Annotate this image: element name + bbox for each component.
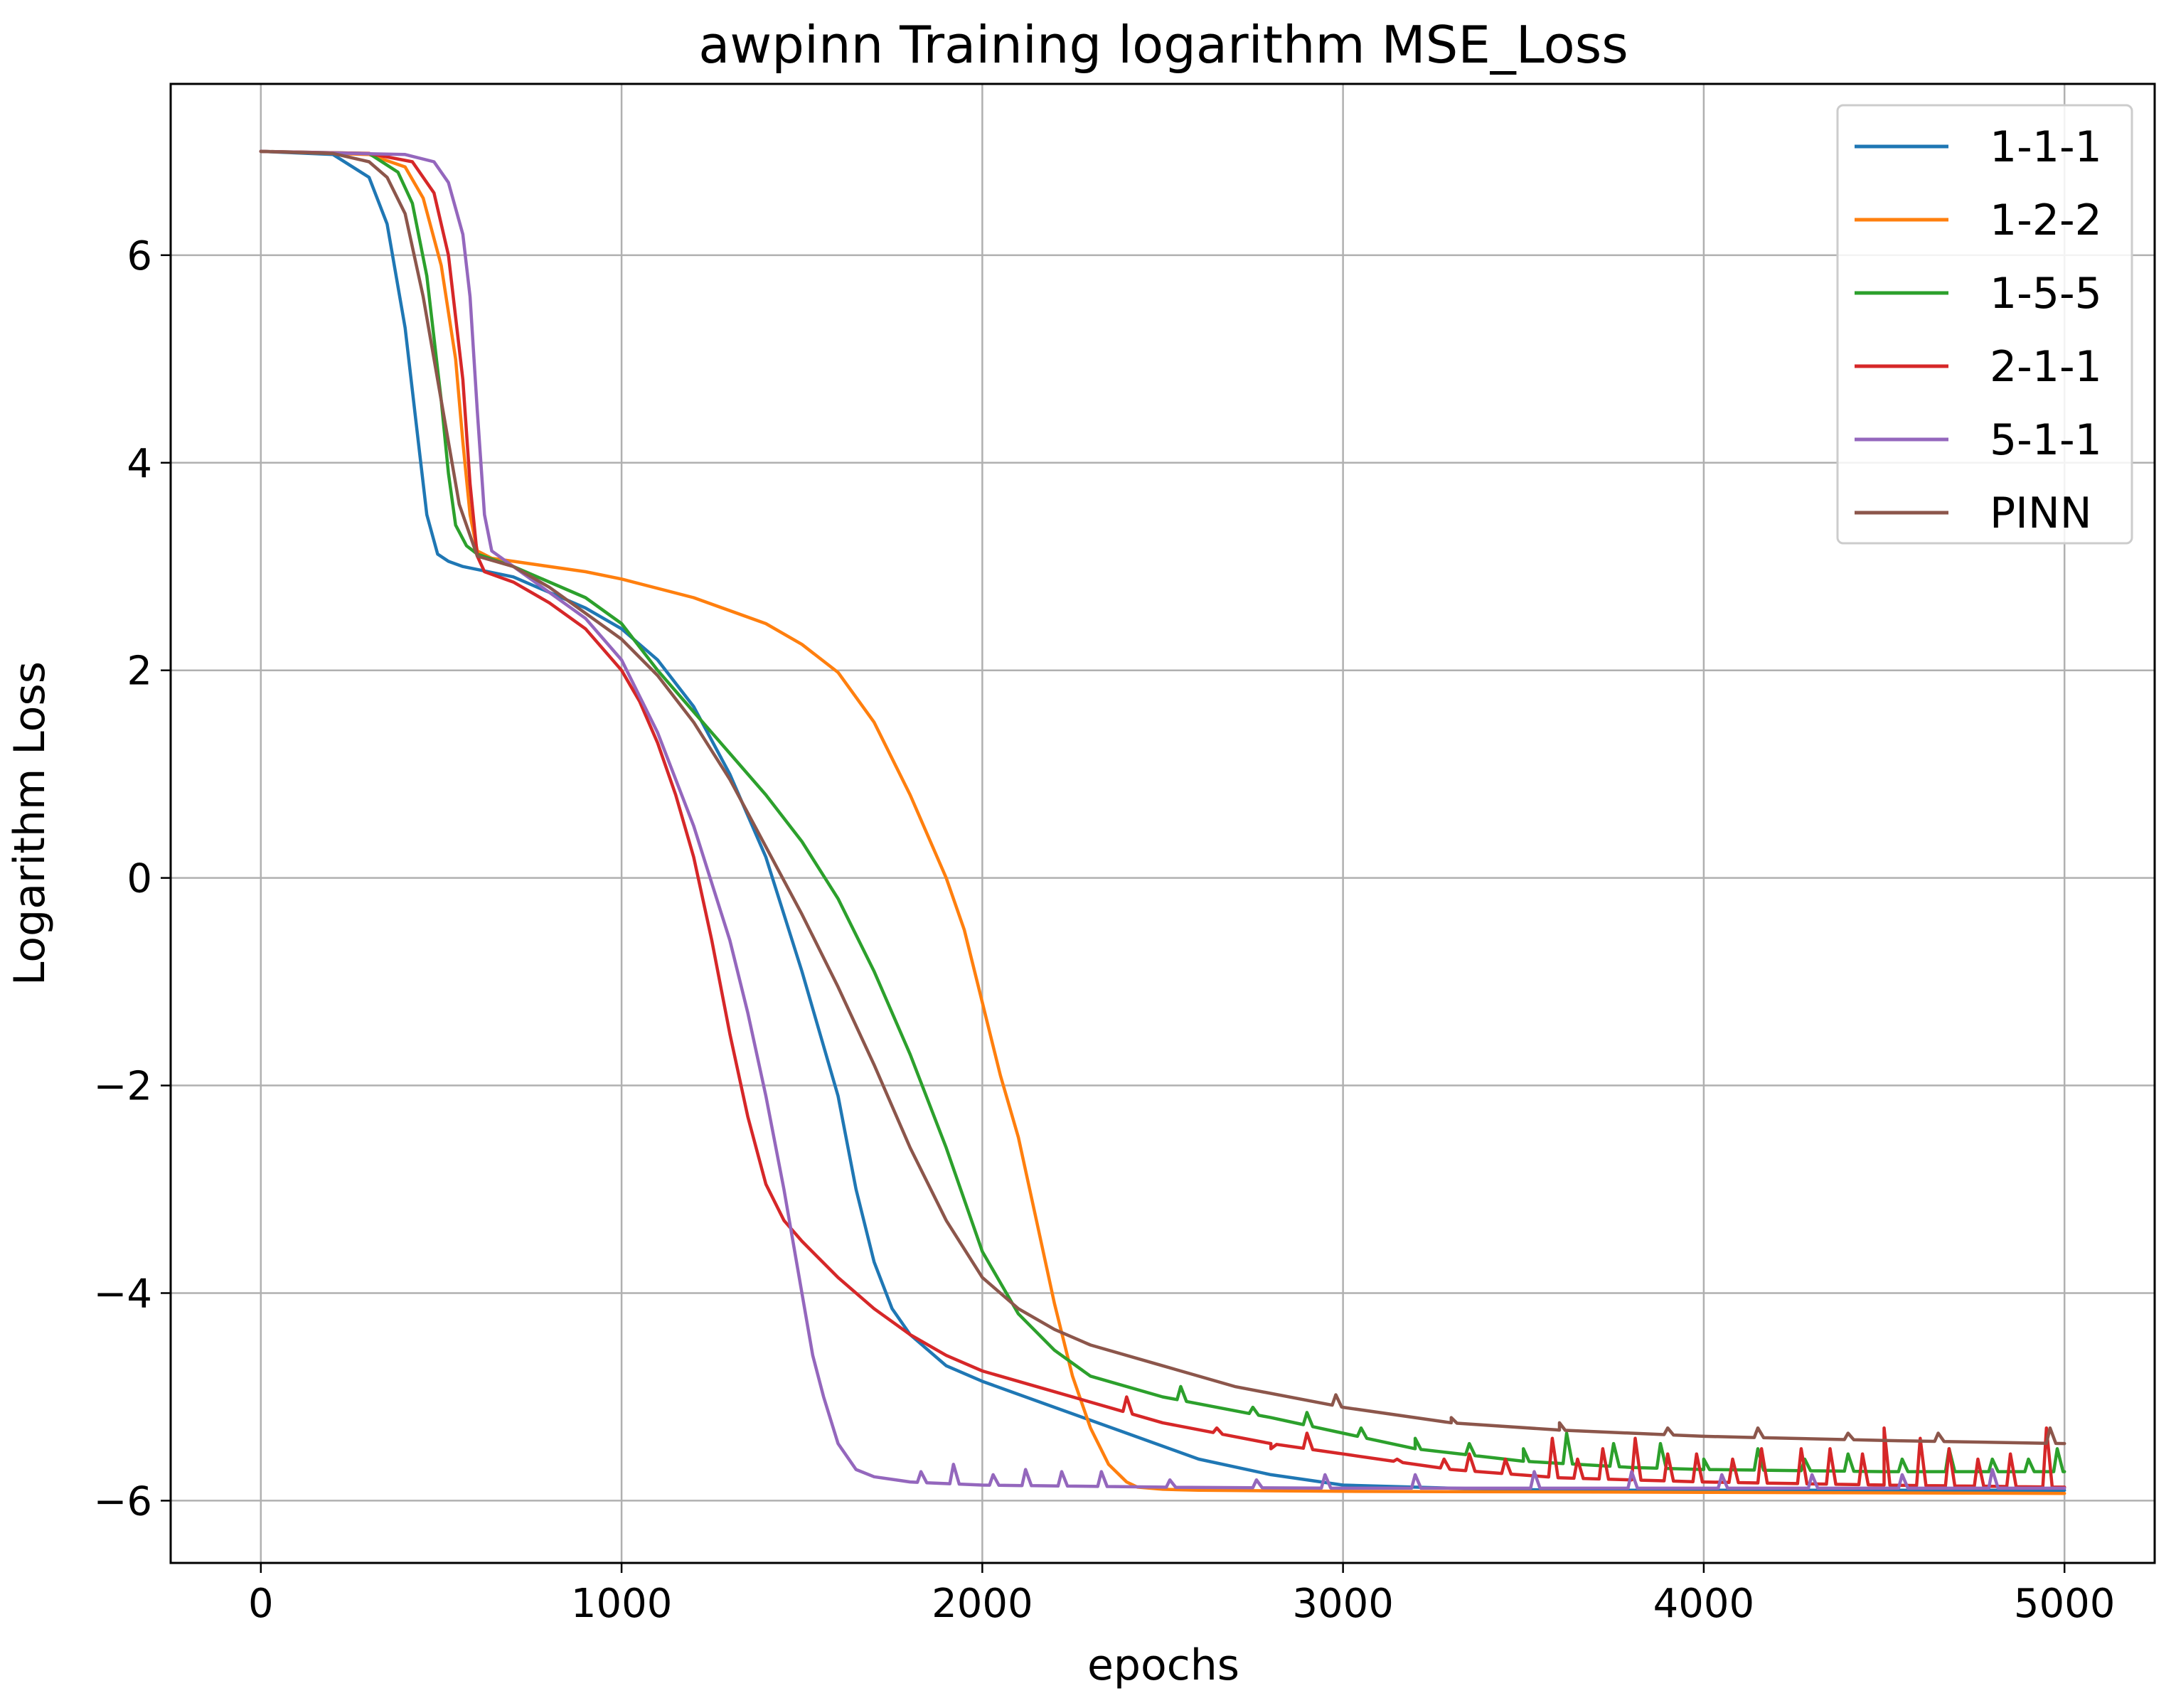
legend: 1-1-1 1-2-2 1-5-5 2-1-1 5-1-1 PINN <box>1836 104 2133 545</box>
y-tick-label: 2 <box>127 648 152 695</box>
grid-layer <box>171 84 2155 1563</box>
x-tick-label: 5000 <box>2014 1581 2116 1627</box>
x-tick-label: 2000 <box>932 1581 1033 1627</box>
y-tick-label: −2 <box>93 1064 152 1110</box>
legend-label-4: 5-1-1 <box>1990 415 2102 465</box>
legend-label-5: PINN <box>1990 489 2092 538</box>
plot-frame <box>169 82 2156 1564</box>
y-tick-label: −4 <box>93 1271 152 1317</box>
x-tick-label: 4000 <box>1653 1581 1755 1627</box>
legend-label-3: 2-1-1 <box>1990 342 2102 392</box>
series-line-5 <box>259 149 2066 1446</box>
tick-layer: 0 1000 2000 3000 4000 5000 −6 −4 −2 0 2 4 6 <box>93 233 2115 1627</box>
series-line-4 <box>259 149 2066 1490</box>
y-tick-label: 4 <box>127 441 152 487</box>
x-tick-label: 3000 <box>1292 1581 1394 1627</box>
series-line-1 <box>259 149 2066 1495</box>
y-tick-label: 6 <box>127 233 152 279</box>
legend-label-2: 1-5-5 <box>1990 269 2102 319</box>
legend-label-1: 1-2-2 <box>1990 196 2102 245</box>
series-line-3 <box>259 149 2066 1489</box>
x-axis-label: epochs <box>1087 1640 1239 1690</box>
legend-label-0: 1-1-1 <box>1990 122 2102 172</box>
series-line-0 <box>259 149 2066 1493</box>
y-axis-label: Logarithm Loss <box>5 661 55 986</box>
series-line-2 <box>259 149 2066 1473</box>
x-tick-label: 1000 <box>571 1581 673 1627</box>
chart-title: awpinn Training logarithm MSE_Loss <box>698 15 1628 75</box>
y-tick-label: −6 <box>93 1478 152 1525</box>
y-tick-label: 0 <box>127 856 152 902</box>
legend-items: 1-1-1 1-2-2 1-5-5 2-1-1 5-1-1 PINN <box>1855 122 2102 538</box>
series-layer <box>259 149 2066 1495</box>
x-tick-label: 0 <box>248 1581 274 1627</box>
legend-box <box>1836 104 2133 545</box>
